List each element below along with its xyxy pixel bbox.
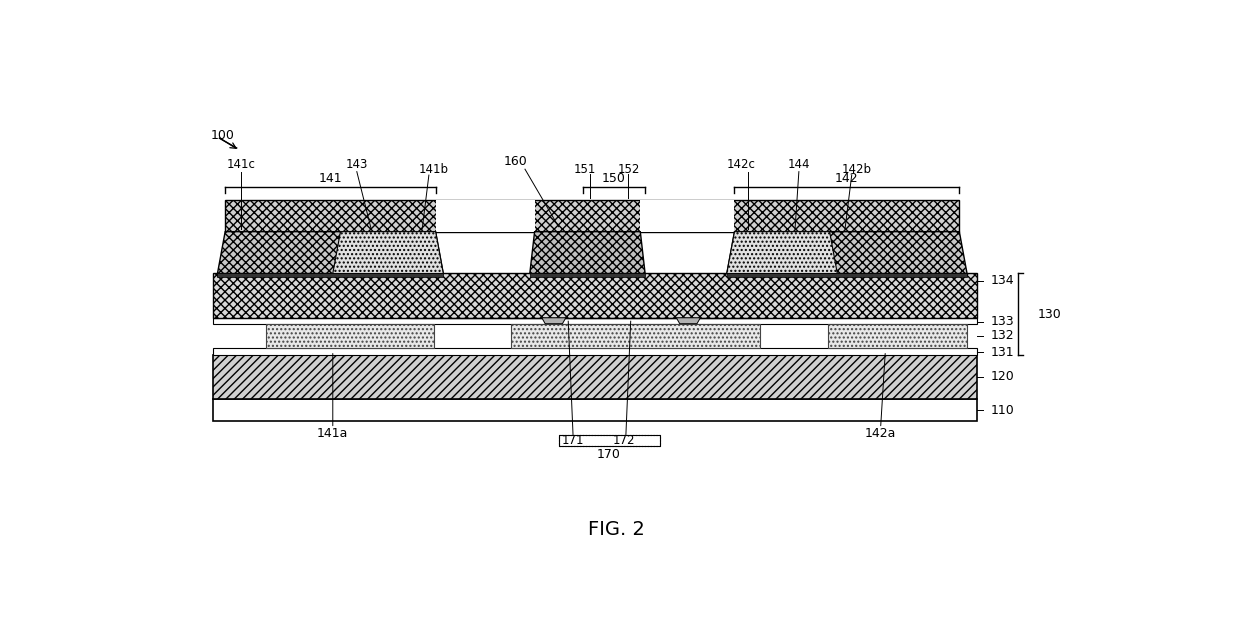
Text: 144: 144 bbox=[787, 158, 810, 171]
Text: 100: 100 bbox=[211, 129, 234, 142]
Text: 152: 152 bbox=[618, 163, 640, 176]
Bar bbox=[213, 273, 977, 318]
Text: 141c: 141c bbox=[227, 158, 255, 171]
Text: 151: 151 bbox=[573, 163, 595, 176]
Text: 141a: 141a bbox=[317, 427, 348, 440]
Polygon shape bbox=[217, 232, 444, 273]
Polygon shape bbox=[727, 232, 967, 273]
Bar bbox=[213, 318, 977, 324]
Text: 160: 160 bbox=[503, 155, 527, 168]
Bar bbox=[558, 435, 660, 446]
Text: 134: 134 bbox=[991, 274, 1014, 288]
Text: 172: 172 bbox=[613, 434, 635, 447]
Text: FIG. 2: FIG. 2 bbox=[588, 520, 645, 539]
Bar bbox=[213, 399, 977, 421]
Polygon shape bbox=[676, 318, 701, 324]
Text: 142: 142 bbox=[835, 172, 859, 185]
Text: 110: 110 bbox=[991, 404, 1014, 417]
Bar bbox=[213, 355, 977, 399]
Bar bbox=[558, 435, 660, 446]
Bar bbox=[828, 324, 967, 348]
Bar bbox=[529, 272, 645, 277]
Bar bbox=[213, 348, 977, 355]
Bar bbox=[640, 199, 734, 232]
Bar bbox=[217, 272, 444, 277]
Bar bbox=[511, 324, 760, 348]
Bar bbox=[265, 324, 434, 348]
Polygon shape bbox=[727, 232, 837, 273]
Polygon shape bbox=[332, 232, 444, 273]
Text: 171: 171 bbox=[562, 434, 584, 447]
Polygon shape bbox=[529, 232, 645, 273]
Text: 143: 143 bbox=[346, 158, 368, 171]
Text: 141b: 141b bbox=[419, 163, 449, 176]
Text: 142a: 142a bbox=[864, 427, 897, 440]
Text: 132: 132 bbox=[991, 330, 1014, 343]
Text: 130: 130 bbox=[1037, 307, 1061, 321]
Text: 142c: 142c bbox=[727, 158, 755, 171]
Text: 141: 141 bbox=[319, 172, 342, 185]
Text: 131: 131 bbox=[991, 346, 1014, 358]
Text: 133: 133 bbox=[991, 315, 1014, 328]
Polygon shape bbox=[226, 199, 960, 232]
Polygon shape bbox=[542, 318, 565, 324]
Text: 120: 120 bbox=[991, 371, 1014, 383]
Bar bbox=[435, 199, 534, 232]
Text: 142b: 142b bbox=[842, 163, 872, 176]
Bar bbox=[727, 272, 967, 277]
Text: 170: 170 bbox=[598, 448, 621, 461]
Text: 150: 150 bbox=[601, 172, 626, 185]
